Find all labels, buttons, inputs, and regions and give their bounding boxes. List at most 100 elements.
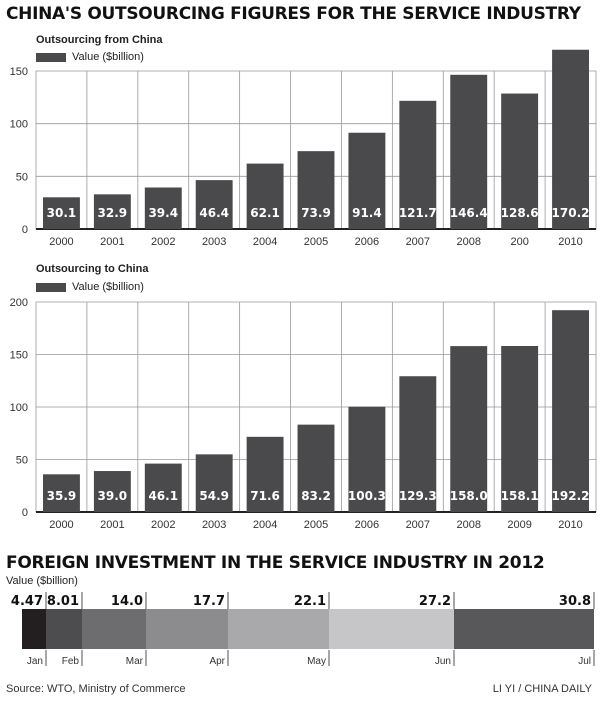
bar-2002 — [144, 187, 182, 229]
value-label: 4.47 — [11, 594, 43, 609]
bar-2009 — [501, 345, 539, 512]
x-tick-label: 2006 — [355, 519, 379, 531]
bar-2000 — [43, 474, 80, 512]
data-label: 32.9 — [98, 206, 128, 220]
bar-2007 — [399, 100, 437, 230]
bar-2003 — [195, 180, 233, 229]
chart3-title: FOREIGN INVESTMENT IN THE SERVICE INDUST… — [6, 553, 545, 573]
data-label: 83.2 — [301, 489, 331, 503]
segment-Jun — [329, 609, 454, 649]
y-tick-label: 0 — [22, 224, 28, 236]
x-tick-label: 2003 — [202, 519, 226, 531]
bar-2006 — [348, 132, 386, 229]
bar-2010 — [552, 49, 589, 229]
data-label: 46.4 — [199, 206, 229, 220]
value-label: 27.2 — [419, 594, 451, 609]
bar-2001 — [93, 194, 131, 229]
data-label: 39.0 — [98, 489, 128, 503]
data-label: 121.7 — [399, 206, 437, 220]
month-label: Jan — [27, 656, 43, 667]
data-label: 170.2 — [552, 206, 590, 220]
month-label: Jul — [578, 656, 591, 667]
data-label: 35.9 — [47, 489, 77, 503]
legend-label: Value ($billion) — [72, 281, 144, 293]
data-label: 71.6 — [250, 489, 280, 503]
x-tick-label: 2001 — [100, 236, 124, 248]
x-tick-label: 2004 — [253, 519, 277, 531]
credit: LI YI / CHINA DAILY — [492, 683, 592, 695]
data-label: 100.3 — [348, 489, 386, 503]
data-label: 39.4 — [148, 206, 178, 220]
x-tick-label: 2002 — [151, 236, 175, 248]
data-label: 158.1 — [501, 489, 539, 503]
bar-2006 — [348, 406, 386, 512]
month-label: Apr — [209, 656, 225, 667]
data-label: 146.4 — [450, 206, 488, 220]
legend-label: Value ($billion) — [72, 51, 144, 63]
segment-Mar — [82, 609, 146, 649]
chart2-legend: Value ($billion) — [36, 281, 144, 293]
y-tick-label: 0 — [22, 507, 28, 519]
legend-swatch — [36, 282, 66, 292]
value-label: 30.8 — [559, 594, 591, 609]
month-label: Jun — [435, 656, 451, 667]
chart1-legend: Value ($billion) — [36, 51, 144, 63]
bar-2008 — [450, 74, 488, 230]
bar-2010 — [552, 310, 589, 512]
bar-2004 — [246, 163, 284, 229]
chart2-title: Outsourcing to China — [36, 263, 149, 275]
data-label: 129.3 — [399, 489, 437, 503]
y-tick-label: 200 — [10, 297, 28, 309]
x-tick-label: 2008 — [456, 519, 480, 531]
y-tick-label: 150 — [10, 66, 28, 78]
x-tick-label: 2003 — [202, 236, 226, 248]
bar-2004 — [246, 436, 284, 512]
data-label: 62.1 — [250, 206, 280, 220]
value-label: 22.1 — [294, 594, 326, 609]
y-tick-label: 50 — [16, 171, 28, 183]
x-tick-label: 2006 — [355, 236, 379, 248]
x-tick-label: 2005 — [304, 236, 328, 248]
bar-2001 — [93, 471, 131, 512]
bar-2000 — [43, 197, 80, 229]
x-tick-label: 2002 — [151, 519, 175, 531]
chart1-title: Outsourcing from China — [36, 34, 163, 46]
bar-2005 — [297, 151, 335, 229]
data-label: 91.4 — [352, 206, 382, 220]
y-tick-label: 100 — [10, 119, 28, 131]
x-tick-label: 2000 — [49, 519, 73, 531]
source: Source: WTO, Ministry of Commerce — [6, 683, 186, 695]
bar-2005 — [297, 424, 335, 512]
y-tick-label: 100 — [10, 402, 28, 414]
data-label: 192.2 — [552, 489, 590, 503]
data-label: 54.9 — [199, 489, 229, 503]
data-label: 158.0 — [450, 489, 488, 503]
main-title: CHINA'S OUTSOURCING FIGURES FOR THE SERV… — [6, 4, 581, 24]
segment-May — [228, 609, 329, 649]
segment-Jul — [454, 609, 594, 649]
month-label: Feb — [62, 656, 80, 667]
x-tick-label: 2007 — [406, 519, 430, 531]
bar-2003 — [195, 454, 233, 512]
x-tick-label: 2010 — [558, 236, 582, 248]
x-tick-label: 2007 — [406, 236, 430, 248]
data-label: 46.1 — [148, 489, 178, 503]
month-label: Mar — [126, 656, 144, 667]
legend-swatch — [36, 52, 66, 62]
month-label: May — [307, 656, 326, 667]
bar-2002 — [144, 463, 182, 512]
x-tick-label: 200 — [510, 236, 528, 248]
x-tick-label: 2010 — [558, 519, 582, 531]
x-tick-label: 2009 — [507, 519, 531, 531]
y-tick-label: 50 — [16, 455, 28, 467]
value-label: 17.7 — [193, 594, 225, 609]
y-tick-label: 150 — [10, 350, 28, 362]
value-label: 14.0 — [111, 594, 143, 609]
data-label: 73.9 — [301, 206, 331, 220]
x-tick-label: 2008 — [456, 236, 480, 248]
segment-Jan — [22, 609, 46, 649]
x-tick-label: 2005 — [304, 519, 328, 531]
x-tick-label: 2001 — [100, 519, 124, 531]
x-tick-label: 2000 — [49, 236, 73, 248]
